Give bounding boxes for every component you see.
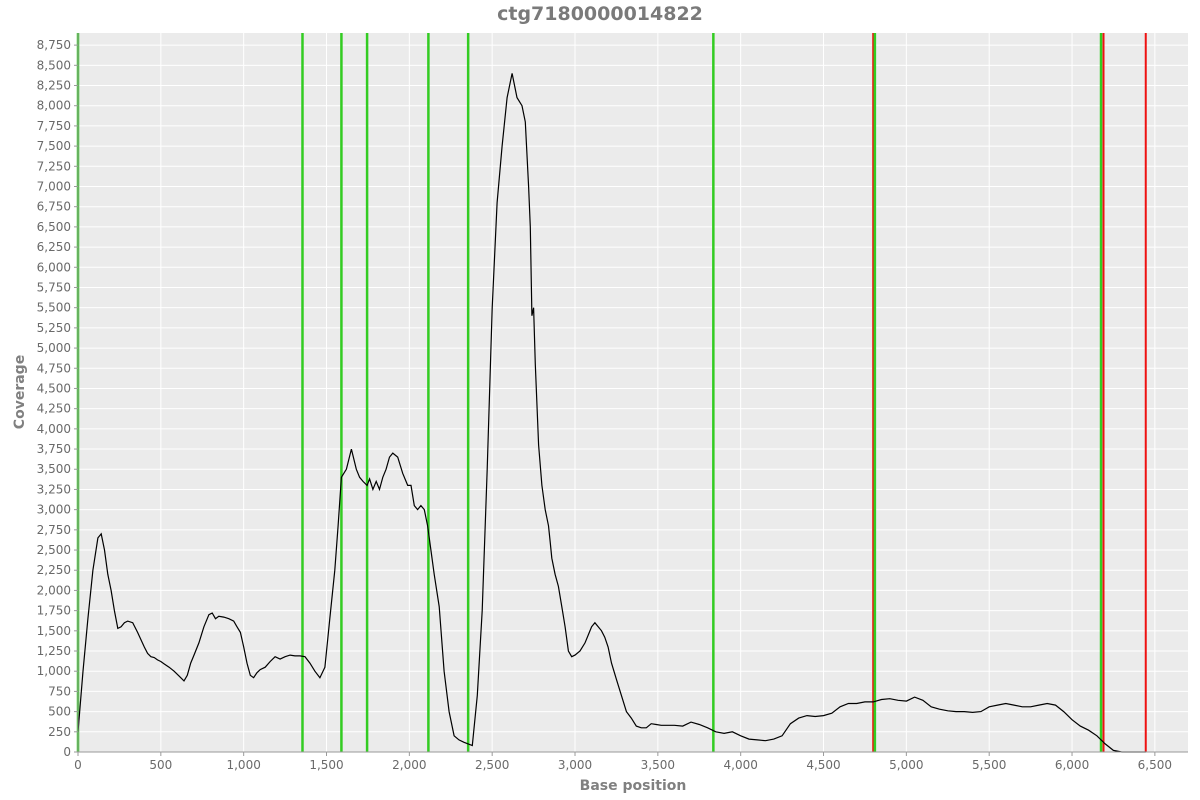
y-tick-label: 2,500 [37, 543, 71, 557]
grid-lines [77, 33, 1188, 753]
y-tick-label: 4,000 [37, 422, 71, 436]
y-tick-label: 6,750 [37, 200, 71, 214]
axes [77, 33, 1188, 753]
x-tick-label: 5,000 [889, 758, 923, 772]
x-tick-labels: 0 500 1,000 1,500 2,000 2,500 3,000 3,500 4,000 4… [74, 752, 1172, 772]
y-tick-label: 8,500 [37, 58, 71, 72]
y-tick-label: 1,000 [37, 664, 71, 678]
x-tick-label: 6,000 [1055, 758, 1089, 772]
x-tick-label: 500 [149, 758, 172, 772]
x-tick-label: 1,000 [226, 758, 260, 772]
y-tick-label: 7,500 [37, 139, 71, 153]
x-tick-label: 4,000 [724, 758, 758, 772]
y-tick-label: 1,500 [37, 624, 71, 638]
y-tick-label: 3,250 [37, 482, 71, 496]
x-tick-label: 0 [74, 758, 82, 772]
x-tick-label: 5,500 [972, 758, 1006, 772]
y-tick-label: 8,000 [37, 99, 71, 113]
y-tick-label: 1,750 [37, 604, 71, 618]
y-tick-label: 1,250 [37, 644, 71, 658]
y-tick-label: 6,000 [37, 260, 71, 274]
x-tick-label: 4,500 [806, 758, 840, 772]
y-tick-label: 4,750 [37, 361, 71, 375]
x-axis-label: Base position [580, 778, 687, 794]
y-tick-label: 8,750 [37, 38, 71, 52]
y-tick-label: 500 [48, 705, 71, 719]
x-tick-label: 3,000 [558, 758, 592, 772]
chart-background [78, 33, 1188, 752]
coverage-series-line [77, 73, 1146, 753]
x-tick-label: 2,000 [392, 758, 426, 772]
y-tick-label: 5,250 [37, 321, 71, 335]
y-tick-label: 7,250 [37, 159, 71, 173]
y-tick-label: 6,500 [37, 220, 71, 234]
y-tick-label: 4,500 [37, 381, 71, 395]
y-tick-label: 5,500 [37, 301, 71, 315]
y-tick-label: 4,250 [37, 402, 71, 416]
x-tick-label: 6,500 [1138, 758, 1172, 772]
y-tick-label: 2,750 [37, 523, 71, 537]
y-tick-label: 5,750 [37, 280, 71, 294]
y-tick-label: 250 [48, 725, 71, 739]
y-tick-label: 750 [48, 684, 71, 698]
y-tick-label: 2,000 [37, 583, 71, 597]
marker-lines [76, 33, 1147, 752]
y-tick-label: 0 [63, 745, 71, 759]
y-tick-label: 3,750 [37, 442, 71, 456]
y-tick-label: 7,750 [37, 119, 71, 133]
y-tick-label: 6,250 [37, 240, 71, 254]
y-tick-label: 3,500 [37, 462, 71, 476]
x-tick-label: 2,500 [475, 758, 509, 772]
y-tick-label: 7,000 [37, 179, 71, 193]
chart-title: ctg7180000014822 [497, 3, 703, 25]
y-tick-labels: 0 250 500 750 1,000 1,250 1,500 1,750 2,000 2,250… [37, 38, 78, 759]
x-tick-label: 3,500 [641, 758, 675, 772]
y-tick-label: 5,000 [37, 341, 71, 355]
y-axis-label: Coverage [12, 355, 28, 429]
y-tick-label: 8,250 [37, 79, 71, 93]
y-tick-label: 3,000 [37, 503, 71, 517]
x-tick-label: 1,500 [309, 758, 343, 772]
y-tick-label: 2,250 [37, 563, 71, 577]
